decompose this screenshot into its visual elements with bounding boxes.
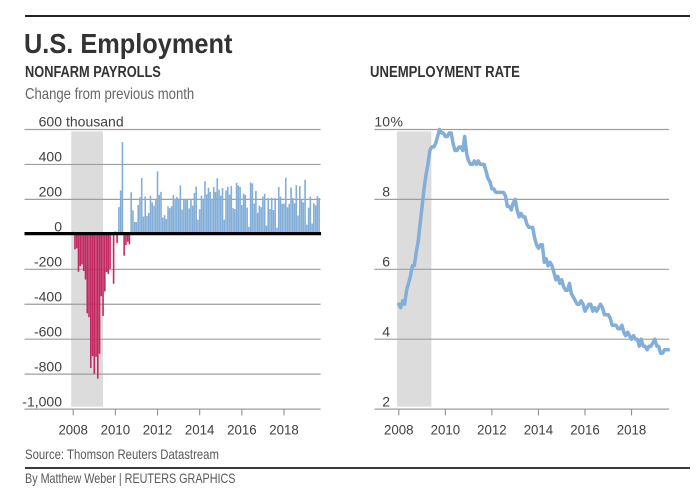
svg-text:-600: -600 (34, 323, 62, 339)
svg-text:-800: -800 (34, 358, 62, 374)
svg-text:thousand: thousand (66, 114, 124, 130)
svg-text:400: 400 (39, 149, 63, 165)
svg-text:2010: 2010 (101, 422, 131, 438)
svg-text:2012: 2012 (143, 422, 173, 438)
svg-text:2008: 2008 (58, 422, 88, 438)
svg-text:10: 10 (374, 114, 390, 130)
svg-text:8: 8 (382, 184, 390, 200)
svg-text:2: 2 (382, 393, 390, 409)
svg-text:-400: -400 (34, 288, 62, 304)
svg-text:2014: 2014 (524, 422, 554, 438)
svg-text:2012: 2012 (477, 422, 507, 438)
svg-text:-1,000: -1,000 (22, 393, 62, 409)
svg-text:0: 0 (54, 219, 62, 235)
svg-text:200: 200 (39, 184, 63, 200)
svg-text:2018: 2018 (617, 422, 647, 438)
svg-text:2016: 2016 (570, 422, 600, 438)
svg-text:2014: 2014 (185, 422, 215, 438)
svg-text:2010: 2010 (431, 422, 461, 438)
svg-text:2016: 2016 (227, 422, 257, 438)
svg-text:-200: -200 (34, 254, 62, 270)
svg-text:6: 6 (382, 254, 390, 270)
svg-text:2008: 2008 (384, 422, 414, 438)
svg-text:600: 600 (39, 114, 63, 130)
svg-text:2018: 2018 (269, 422, 299, 438)
svg-text:4: 4 (382, 323, 390, 339)
svg-text:%: % (391, 114, 403, 130)
